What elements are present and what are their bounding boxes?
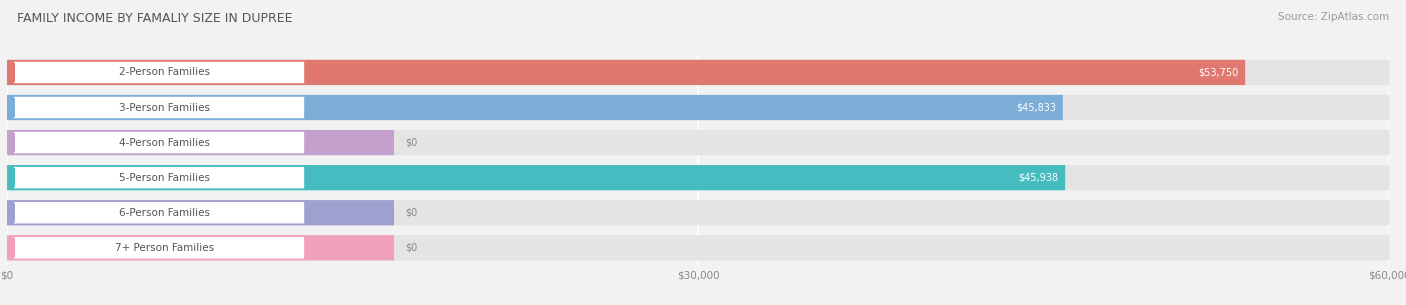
Text: 2-Person Families: 2-Person Families bbox=[120, 67, 211, 77]
Text: $0: $0 bbox=[405, 138, 418, 148]
Text: $0: $0 bbox=[405, 208, 418, 218]
Text: $0: $0 bbox=[405, 243, 418, 253]
FancyBboxPatch shape bbox=[14, 167, 304, 188]
FancyBboxPatch shape bbox=[7, 130, 394, 155]
FancyBboxPatch shape bbox=[7, 165, 1066, 190]
Text: 6-Person Families: 6-Person Families bbox=[120, 208, 211, 218]
FancyBboxPatch shape bbox=[7, 60, 1246, 85]
Text: $53,750: $53,750 bbox=[1198, 67, 1239, 77]
FancyBboxPatch shape bbox=[7, 235, 1389, 260]
Text: 3-Person Families: 3-Person Families bbox=[120, 102, 211, 113]
FancyBboxPatch shape bbox=[7, 235, 394, 260]
FancyBboxPatch shape bbox=[7, 95, 1063, 120]
Text: FAMILY INCOME BY FAMALIY SIZE IN DUPREE: FAMILY INCOME BY FAMALIY SIZE IN DUPREE bbox=[17, 12, 292, 25]
FancyBboxPatch shape bbox=[7, 165, 1389, 190]
Text: 5-Person Families: 5-Person Families bbox=[120, 173, 211, 183]
Text: $45,938: $45,938 bbox=[1018, 173, 1059, 183]
FancyBboxPatch shape bbox=[7, 200, 1389, 225]
Text: $45,833: $45,833 bbox=[1017, 102, 1056, 113]
FancyBboxPatch shape bbox=[14, 237, 304, 259]
Text: 4-Person Families: 4-Person Families bbox=[120, 138, 211, 148]
FancyBboxPatch shape bbox=[14, 62, 304, 83]
FancyBboxPatch shape bbox=[14, 202, 304, 224]
FancyBboxPatch shape bbox=[7, 200, 394, 225]
FancyBboxPatch shape bbox=[14, 132, 304, 153]
FancyBboxPatch shape bbox=[7, 95, 1389, 120]
Text: Source: ZipAtlas.com: Source: ZipAtlas.com bbox=[1278, 12, 1389, 22]
FancyBboxPatch shape bbox=[7, 130, 1389, 155]
FancyBboxPatch shape bbox=[14, 97, 304, 118]
Text: 7+ Person Families: 7+ Person Families bbox=[115, 243, 215, 253]
FancyBboxPatch shape bbox=[7, 60, 1389, 85]
